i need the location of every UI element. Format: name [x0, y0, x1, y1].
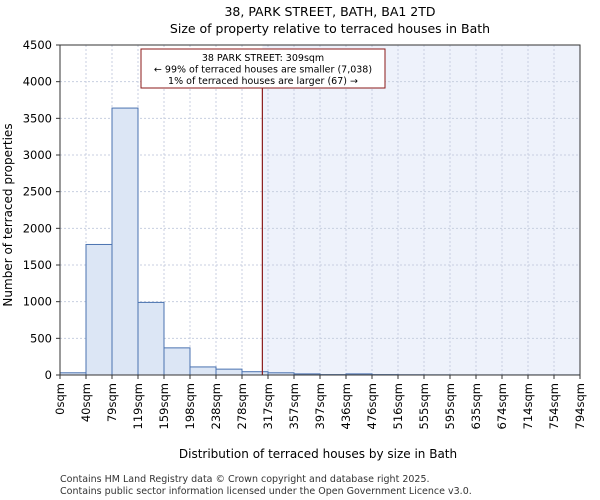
x-tick-label: 595sqm [443, 383, 457, 429]
x-tick-label: 397sqm [313, 383, 327, 429]
y-tick-label: 3500 [23, 111, 52, 125]
y-axis-label: Number of terraced properties [1, 123, 15, 306]
x-tick-label: 357sqm [287, 383, 301, 429]
highlight-region [262, 45, 580, 375]
x-tick-label: 40sqm [79, 383, 93, 422]
x-tick-label: 278sqm [235, 383, 249, 429]
bar [111, 107, 139, 376]
y-tick-label: 0 [45, 368, 52, 382]
x-tick-label: 794sqm [573, 383, 587, 429]
x-tick-label: 714sqm [521, 383, 535, 429]
y-tick-label: 2500 [23, 185, 52, 199]
x-tick-label: 555sqm [417, 383, 431, 429]
x-tick-label: 317sqm [261, 383, 275, 429]
x-tick-label: 119sqm [131, 383, 145, 429]
bar [163, 347, 191, 376]
x-tick-label: 198sqm [183, 383, 197, 429]
bar [85, 243, 113, 376]
x-tick-label: 79sqm [105, 383, 119, 422]
footer-line-1: Contains HM Land Registry data © Crown c… [60, 474, 430, 485]
x-ticks: 0sqm 40sqm 79sqm 119sqm 159sqm 198sqm 238sqm 27… [53, 375, 587, 429]
x-tick-label: 754sqm [547, 383, 561, 429]
annotation-line-1: 38 PARK STREET: 309sqm [202, 53, 324, 64]
x-tick-label: 674sqm [495, 383, 509, 429]
y-ticks: 0 500 1000 1500 2000 2500 3000 3500 4000 4500 [23, 38, 60, 382]
annotation-line-3: 1% of terraced houses are larger (67) → [168, 76, 358, 87]
x-tick-label: 0sqm [53, 383, 67, 415]
bar [189, 366, 217, 376]
bar [137, 301, 165, 376]
bars [59, 107, 581, 376]
footer-line-2: Contains public sector information licen… [60, 486, 472, 497]
x-tick-label: 159sqm [157, 383, 171, 429]
y-tick-label: 500 [30, 331, 52, 345]
x-tick-label: 436sqm [339, 383, 353, 429]
x-tick-label: 635sqm [469, 383, 483, 429]
annotation-line-2: ← 99% of terraced houses are smaller (7,… [154, 65, 372, 76]
y-tick-label: 4000 [23, 75, 52, 89]
bar [215, 368, 243, 376]
x-tick-label: 476sqm [365, 383, 379, 429]
y-tick-label: 1000 [23, 295, 52, 309]
chart-title: 38, PARK STREET, BATH, BA1 2TD [224, 4, 435, 19]
x-axis-label: Distribution of terraced houses by size … [179, 447, 457, 461]
y-tick-label: 4500 [23, 38, 52, 52]
chart-subtitle: Size of property relative to terraced ho… [170, 21, 490, 36]
annotation-frame [140, 48, 386, 89]
x-tick-label: 516sqm [391, 383, 405, 429]
y-tick-label: 3000 [23, 148, 52, 162]
y-tick-label: 1500 [23, 258, 52, 272]
x-tick-label: 238sqm [209, 383, 223, 429]
annotation-box: 38 PARK STREET: 309sqm ← 99% of terraced… [140, 48, 386, 89]
y-tick-label: 2000 [23, 221, 52, 235]
